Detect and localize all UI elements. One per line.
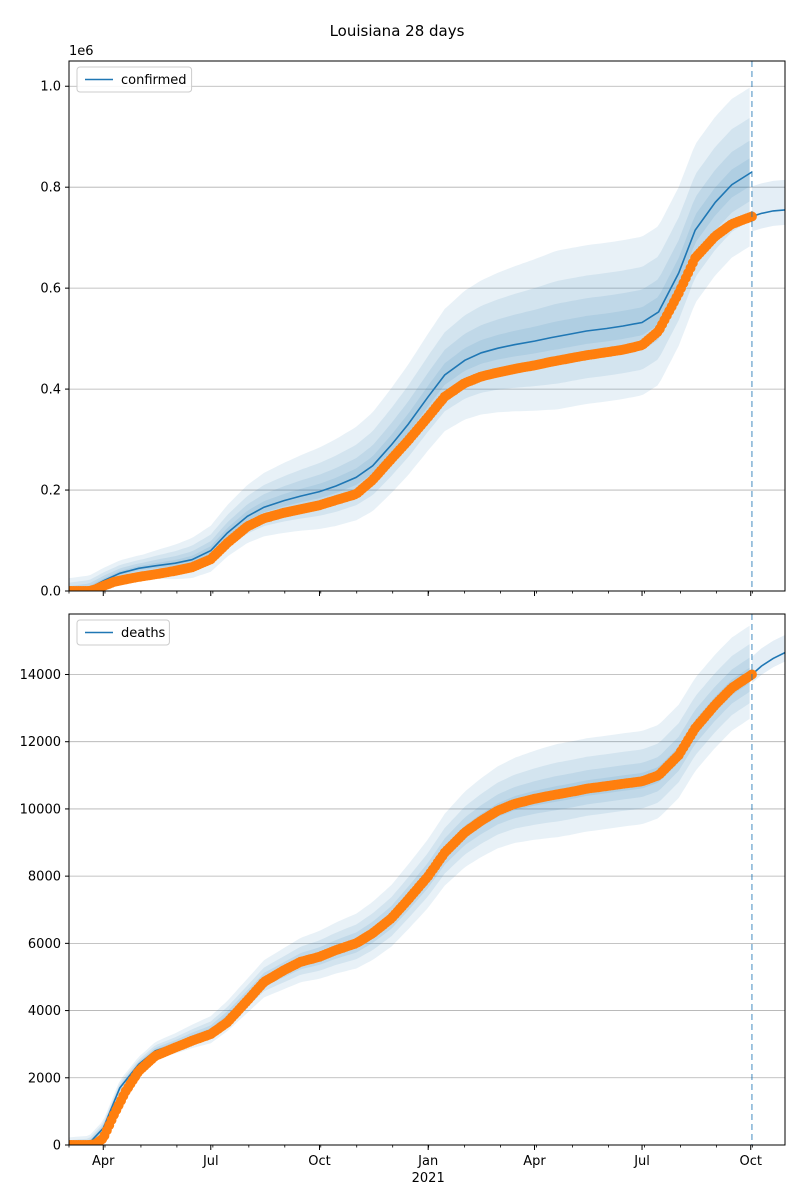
xtick-year-label: 2021 bbox=[412, 1171, 445, 1186]
ytick-label: 10000 bbox=[20, 802, 61, 817]
ytick-label: 4000 bbox=[28, 1004, 61, 1019]
xtick-label: Jan bbox=[417, 1154, 438, 1169]
legend: confirmed bbox=[76, 66, 193, 93]
y-offset-label: 1e6 bbox=[69, 44, 94, 59]
confidence-band bbox=[69, 87, 750, 591]
ytick-label: 2000 bbox=[28, 1071, 61, 1086]
ytick-label: 8000 bbox=[28, 870, 61, 885]
plot-area bbox=[69, 614, 785, 1145]
plot-area bbox=[69, 61, 785, 591]
legend: deaths bbox=[76, 619, 170, 646]
legend-box bbox=[76, 619, 170, 646]
forecast-band bbox=[751, 179, 785, 232]
ytick-label: 0.0 bbox=[40, 585, 61, 600]
ytick-label: 1.0 bbox=[40, 80, 61, 95]
ytick-label: 0.8 bbox=[40, 181, 61, 196]
forecast-line bbox=[751, 651, 785, 676]
xtick-label: Oct bbox=[308, 1154, 330, 1169]
ytick-label: 6000 bbox=[28, 937, 61, 952]
ytick-label: 0.2 bbox=[40, 484, 61, 499]
panel-deaths: 0 2000 4000 6000 8000 10000 12000 14000 Apr Jul Oc… bbox=[20, 613, 786, 1186]
xtick-label: Apr bbox=[92, 1154, 115, 1169]
legend-box bbox=[76, 66, 193, 93]
forecast-band bbox=[751, 635, 785, 684]
ytick-label: 0.6 bbox=[40, 282, 61, 297]
confidence-band bbox=[69, 118, 750, 591]
ytick-label: 0 bbox=[53, 1139, 61, 1154]
ytick-label: 0.4 bbox=[40, 383, 61, 398]
xtick-label: Jul bbox=[202, 1154, 219, 1169]
model-line bbox=[69, 171, 753, 591]
xtick-label: Apr bbox=[523, 1154, 546, 1169]
chart-title: Louisiana 28 days bbox=[330, 22, 465, 40]
xtick-label: Jul bbox=[633, 1154, 650, 1169]
axes-frame bbox=[68, 613, 786, 1146]
ytick-label: 14000 bbox=[20, 668, 61, 683]
axes-frame bbox=[68, 60, 786, 592]
xtick-label: Oct bbox=[739, 1154, 761, 1169]
legend-label: confirmed bbox=[121, 73, 187, 88]
panel-confirmed: 0.0 0.2 0.4 0.6 0.8 1.0 1e6 confirmed bbox=[40, 44, 786, 600]
ytick-label: 12000 bbox=[20, 735, 61, 750]
legend-label: deaths bbox=[121, 626, 166, 641]
